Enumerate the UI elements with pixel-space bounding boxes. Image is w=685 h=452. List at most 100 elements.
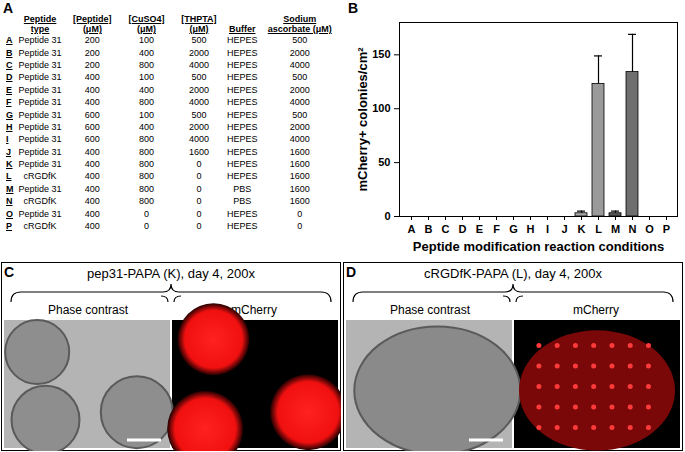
svg-text:mCherry: mCherry (573, 303, 619, 317)
html-text:Peptide 31: Peptide 31 (18, 134, 62, 145)
html-text:400: 400 (84, 97, 100, 108)
html-text:Peptide 31: Peptide 31 (18, 109, 62, 120)
html-text:2000: 2000 (188, 47, 209, 58)
html-text:[Peptide] (μM): [Peptide] (μM) (73, 14, 112, 34)
html-text:HEPES: HEPES (227, 171, 258, 182)
html-text:Peptide 31: Peptide 31 (18, 159, 62, 170)
html-text:400: 400 (84, 72, 100, 83)
html-text:200: 200 (84, 47, 100, 58)
html-text:400: 400 (84, 159, 100, 170)
html-text:[THPTA] (μM): [THPTA] (μM) (181, 14, 217, 34)
html-text:Peptide 31: Peptide 31 (18, 72, 62, 83)
html-text:HEPES: HEPES (227, 121, 258, 132)
svg-text:mCherry+ colonies/cm²: mCherry+ colonies/cm² (355, 47, 370, 192)
html-text:HEPES: HEPES (227, 72, 258, 83)
svg-text:E: E (476, 223, 483, 235)
html-text:Peptide 31: Peptide 31 (18, 146, 62, 157)
html-text:4000: 4000 (188, 97, 209, 108)
svg-text:50: 50 (378, 156, 390, 168)
html-text:800: 800 (138, 97, 154, 108)
html-text:100: 100 (138, 35, 154, 46)
svg-text:F: F (493, 223, 500, 235)
html-text:400: 400 (84, 84, 100, 95)
html-text:4000: 4000 (289, 97, 310, 108)
svg-text:pep31-PAPA (K), day 4, 200x: pep31-PAPA (K), day 4, 200x (87, 266, 255, 281)
svg-text:P: P (663, 223, 670, 235)
html-text:500: 500 (292, 109, 308, 120)
html-text:2000: 2000 (289, 47, 310, 58)
svg-text:K: K (578, 223, 586, 235)
svg-text:H: H (527, 223, 535, 235)
html-text:400: 400 (138, 121, 154, 132)
html-text:Peptide 31: Peptide 31 (18, 97, 62, 108)
html-text:600: 600 (84, 109, 100, 120)
html-text:Sodium ascorbate (μM): Sodium ascorbate (μM) (267, 14, 332, 34)
html-text:800: 800 (138, 171, 154, 182)
html-text:100: 100 (138, 109, 154, 120)
html-text:400: 400 (138, 47, 154, 58)
svg-text:100: 100 (372, 102, 390, 114)
html-text:Peptide 31: Peptide 31 (18, 35, 62, 46)
html-text:400: 400 (84, 146, 100, 157)
html-text:HEPES: HEPES (227, 84, 258, 95)
html-text:4000: 4000 (289, 134, 310, 145)
html-text:Peptide 31: Peptide 31 (18, 84, 62, 95)
html-text:1600: 1600 (289, 146, 310, 157)
svg-text:B: B (425, 223, 433, 235)
html-text:2000: 2000 (289, 121, 310, 132)
html-text:HEPES: HEPES (227, 47, 258, 58)
html-text:HEPES: HEPES (227, 146, 258, 157)
html-text:1600: 1600 (289, 171, 310, 182)
html-text:4000: 4000 (188, 134, 209, 145)
svg-text:C: C (442, 223, 450, 235)
svg-text:I: I (546, 223, 549, 235)
html-text:2000: 2000 (188, 84, 209, 95)
html-text:Peptide type: Peptide type (23, 14, 57, 34)
html-text:HEPES: HEPES (227, 109, 258, 120)
svg-text:cRGDfK-PAPA (L), day 4, 200x: cRGDfK-PAPA (L), day 4, 200x (424, 266, 602, 281)
html-text:Peptide 31: Peptide 31 (18, 183, 62, 194)
html-text:600: 600 (84, 121, 100, 132)
html-text:cRGDfK: cRGDfK (23, 171, 57, 182)
html-text:500: 500 (292, 35, 308, 46)
html-text:800: 800 (138, 146, 154, 157)
html-text:600: 600 (84, 134, 100, 145)
html-text:Peptide 31: Peptide 31 (18, 121, 62, 132)
html-text:200: 200 (84, 35, 100, 46)
html-text:800: 800 (138, 159, 154, 170)
svg-text:A: A (408, 223, 416, 235)
svg-text:mCherry: mCherry (231, 303, 277, 317)
svg-text:G: G (509, 223, 518, 235)
html-text:HEPES: HEPES (227, 97, 258, 108)
html-text:Peptide 31: Peptide 31 (18, 47, 62, 58)
html-text:HEPES: HEPES (227, 159, 258, 170)
svg-text:J: J (561, 223, 567, 235)
html-text:1600: 1600 (188, 146, 209, 157)
html-text:100: 100 (138, 72, 154, 83)
html-text:500: 500 (191, 35, 207, 46)
html-text:500: 500 (191, 72, 207, 83)
svg-text:D: D (459, 223, 467, 235)
svg-text:O: O (645, 223, 654, 235)
html-text:800: 800 (138, 183, 154, 194)
html-text:400: 400 (84, 183, 100, 194)
svg-text:Phase contrast: Phase contrast (48, 303, 129, 317)
svg-text:L: L (595, 223, 602, 235)
svg-text:0: 0 (384, 210, 390, 222)
html-text:500: 500 (292, 72, 308, 83)
html-text:1600: 1600 (289, 159, 310, 170)
svg-text:Peptide modification reaction: Peptide modification reaction conditions (413, 239, 664, 254)
html-text:HEPES: HEPES (227, 35, 258, 46)
svg-text:150: 150 (372, 48, 390, 60)
html-text:HEPES: HEPES (227, 134, 258, 145)
html-text:2000: 2000 (289, 84, 310, 95)
html-text:400: 400 (138, 84, 154, 95)
html-text:[CuSO4] (μM): [CuSO4] (μM) (128, 14, 165, 34)
html-text:500: 500 (191, 109, 207, 120)
svg-text:N: N (629, 223, 637, 235)
svg-text:M: M (611, 223, 620, 235)
html-text:400: 400 (84, 171, 100, 182)
html-text:2000: 2000 (188, 121, 209, 132)
html-text:800: 800 (138, 134, 154, 145)
svg-text:Phase contrast: Phase contrast (390, 303, 471, 317)
